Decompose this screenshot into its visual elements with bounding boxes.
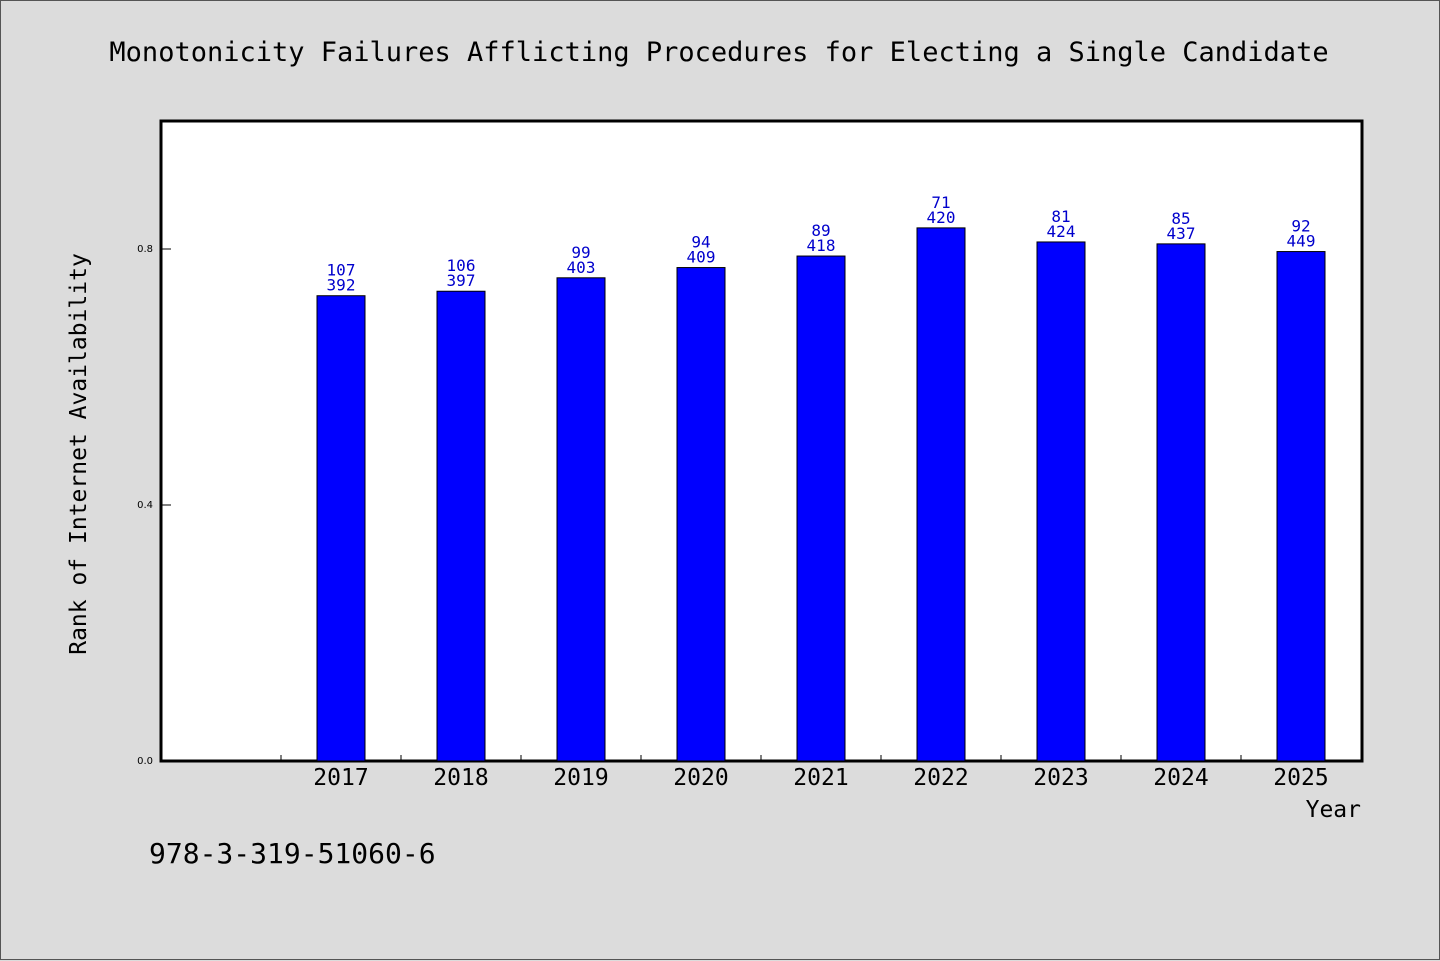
data-label-top: 85 [1171,209,1190,228]
x-tick-label: 2024 [1153,765,1208,791]
data-label-bottom: 437 [1167,224,1196,243]
data-label-bottom: 420 [927,208,956,227]
x-tick-label: 2023 [1033,765,1088,791]
x-tick-label: 2025 [1273,765,1328,791]
data-label-top: 89 [811,221,830,240]
data-label-top: 94 [691,233,710,252]
bar-2019 [556,277,606,762]
data-label-bottom: 397 [447,271,476,290]
data-label-top: 107 [327,261,356,280]
chart-title: Monotonicity Failures Afflicting Procedu… [109,37,1328,68]
x-axis-ticks: 2017 2018 2019 2020 2021 2022 2023 2024 2025 [280,755,1362,791]
isbn-footer: 978-3-319-51060-6 [149,837,436,870]
data-label-bottom: 449 [1287,232,1316,251]
x-tick-label: 2021 [793,765,848,791]
bar-2017 [316,295,366,762]
y-axis-label: Rank of Internet Availability [66,253,92,655]
bar-2020 [676,267,726,762]
x-tick-label: 2017 [313,765,368,791]
bar-2018 [436,290,486,762]
data-label-top: 71 [931,193,950,212]
bar-2024 [1156,243,1206,762]
y-tick-label: 0.4 [137,500,153,511]
bar-2023 [1036,241,1086,762]
data-label-top: 81 [1051,207,1070,226]
data-label-top: 92 [1291,217,1310,236]
data-label-bottom: 403 [567,258,596,277]
bar-2021 [796,255,846,762]
x-tick-label: 2018 [433,765,488,791]
data-label-bottom: 409 [687,248,716,267]
y-tick-label: 0.0 [137,756,153,767]
y-axis-ticks: 0.0 0.4 0.8 [137,244,171,767]
x-axis-label: Year [1306,797,1361,823]
data-label-top: 99 [571,243,590,262]
data-label-bottom: 392 [327,276,356,295]
bar-2022 [916,227,966,762]
x-tick-label: 2022 [913,765,968,791]
data-label-top: 106 [447,256,476,275]
bars-layer [316,227,1326,762]
data-label-bottom: 418 [807,236,836,255]
x-tick-label: 2019 [553,765,608,791]
data-label-bottom: 424 [1047,222,1076,241]
y-tick-label: 0.8 [137,244,153,255]
x-tick-label: 2020 [673,765,728,791]
bar-2025 [1276,251,1326,762]
